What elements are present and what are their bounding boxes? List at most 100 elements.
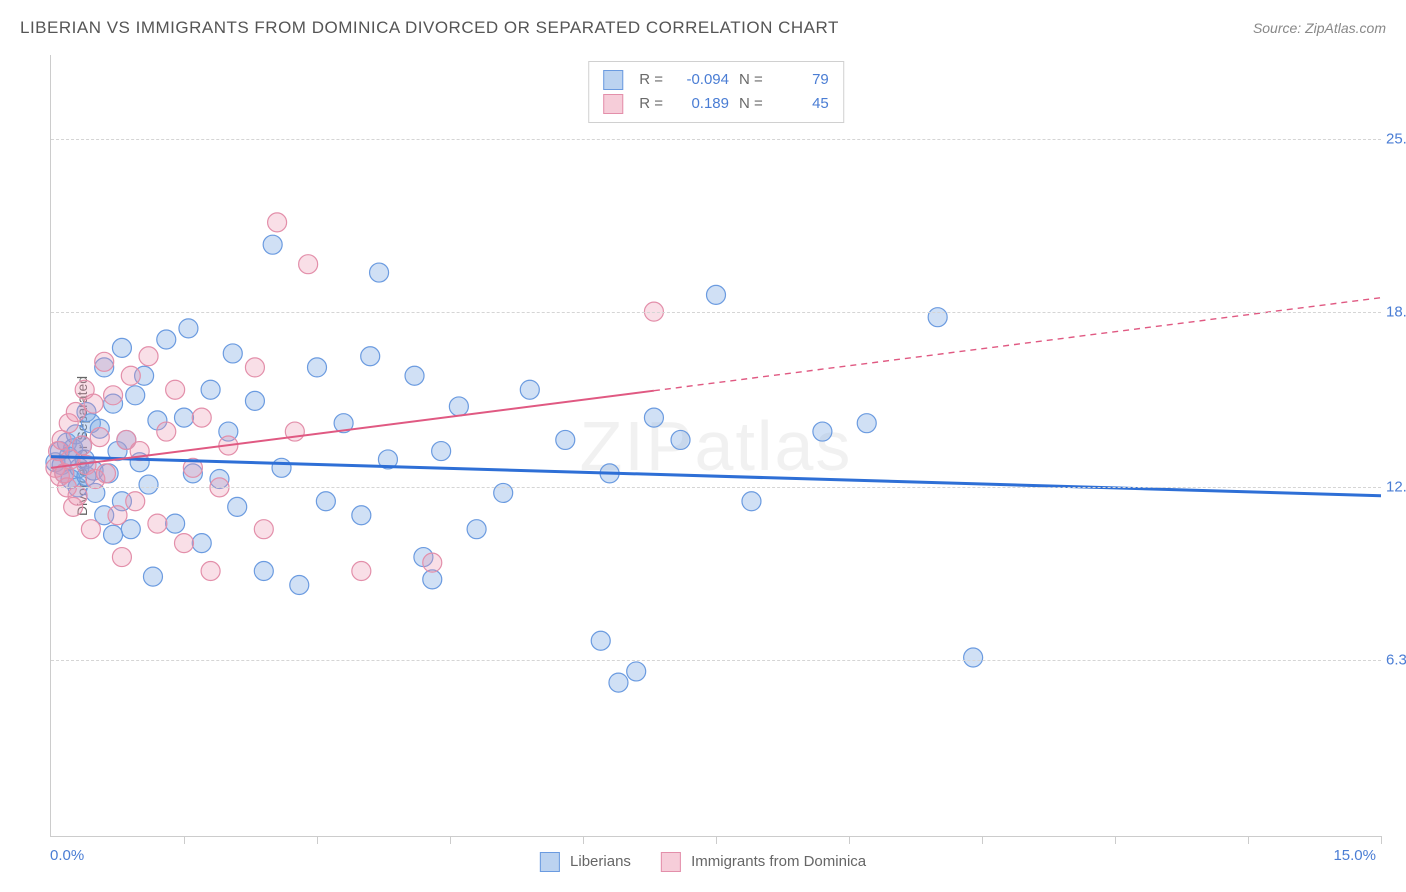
scatter-point-dominica	[254, 520, 273, 539]
scatter-point-dominica	[121, 366, 140, 385]
y-tick-label: 25.0%	[1386, 130, 1406, 147]
scatter-point-liberians	[520, 380, 539, 399]
gridline	[51, 660, 1381, 661]
scatter-point-liberians	[361, 347, 380, 366]
x-tick	[450, 836, 451, 844]
x-tick	[1381, 836, 1382, 844]
scatter-point-dominica	[96, 464, 115, 483]
scatter-point-liberians	[432, 442, 451, 461]
scatter-point-liberians	[644, 408, 663, 427]
scatter-point-liberians	[272, 458, 291, 477]
correlation-legend-row: R = 0.189 N = 45	[603, 92, 829, 116]
scatter-point-liberians	[857, 414, 876, 433]
gridline	[51, 139, 1381, 140]
scatter-point-dominica	[104, 386, 123, 405]
scatter-point-liberians	[671, 430, 690, 449]
legend-swatch-liberians	[603, 70, 623, 90]
scatter-point-liberians	[352, 506, 371, 525]
n-value-liberians: 79	[773, 68, 829, 92]
r-value-dominica: 0.189	[673, 92, 729, 116]
scatter-point-liberians	[316, 492, 335, 511]
scatter-point-dominica	[66, 403, 85, 422]
n-label: N =	[739, 92, 763, 116]
scatter-point-liberians	[290, 575, 309, 594]
x-tick	[849, 836, 850, 844]
scatter-svg	[51, 55, 1381, 836]
x-tick	[583, 836, 584, 844]
scatter-point-dominica	[139, 347, 158, 366]
r-label: R =	[639, 68, 663, 92]
chart-title: LIBERIAN VS IMMIGRANTS FROM DOMINICA DIV…	[20, 18, 839, 38]
y-tick-label: 6.3%	[1386, 652, 1406, 669]
x-axis-min-label: 0.0%	[50, 847, 84, 864]
scatter-point-liberians	[139, 475, 158, 494]
x-tick	[184, 836, 185, 844]
legend-item-dominica: Immigrants from Dominica	[661, 852, 866, 872]
n-value-dominica: 45	[773, 92, 829, 116]
scatter-point-liberians	[928, 308, 947, 327]
scatter-point-liberians	[742, 492, 761, 511]
scatter-point-liberians	[556, 430, 575, 449]
scatter-point-dominica	[95, 352, 114, 371]
chart-source: Source: ZipAtlas.com	[1253, 20, 1386, 36]
legend-label-dominica: Immigrants from Dominica	[691, 853, 866, 870]
scatter-point-liberians	[405, 366, 424, 385]
scatter-point-liberians	[228, 497, 247, 516]
scatter-point-dominica	[268, 213, 287, 232]
scatter-point-liberians	[126, 386, 145, 405]
scatter-point-liberians	[112, 338, 131, 357]
y-tick-label: 12.5%	[1386, 479, 1406, 496]
scatter-point-dominica	[90, 428, 109, 447]
r-value-liberians: -0.094	[673, 68, 729, 92]
legend-swatch-dominica	[603, 94, 623, 114]
scatter-point-liberians	[467, 520, 486, 539]
legend-item-liberians: Liberians	[540, 852, 631, 872]
scatter-point-liberians	[707, 285, 726, 304]
scatter-point-dominica	[112, 548, 131, 567]
scatter-point-liberians	[591, 631, 610, 650]
scatter-point-liberians	[201, 380, 220, 399]
scatter-point-liberians	[449, 397, 468, 416]
scatter-point-liberians	[104, 525, 123, 544]
legend-label-liberians: Liberians	[570, 853, 631, 870]
scatter-point-dominica	[192, 408, 211, 427]
chart-header: LIBERIAN VS IMMIGRANTS FROM DOMINICA DIV…	[20, 18, 1386, 38]
x-tick	[1115, 836, 1116, 844]
scatter-point-dominica	[352, 562, 371, 581]
scatter-point-liberians	[627, 662, 646, 681]
correlation-legend-row: R = -0.094 N = 79	[603, 68, 829, 92]
scatter-point-liberians	[494, 483, 513, 502]
correlation-legend: R = -0.094 N = 79 R = 0.189 N = 45	[588, 61, 844, 123]
scatter-point-liberians	[175, 408, 194, 427]
scatter-point-liberians	[609, 673, 628, 692]
y-tick-label: 18.8%	[1386, 303, 1406, 320]
scatter-point-liberians	[166, 514, 185, 533]
scatter-point-liberians	[179, 319, 198, 338]
plot-area: ZIPatlas R = -0.094 N = 79 R = 0.189 N =…	[50, 55, 1381, 837]
x-axis-max-label: 15.0%	[1333, 847, 1376, 864]
scatter-point-dominica	[81, 520, 100, 539]
scatter-point-dominica	[126, 492, 145, 511]
scatter-point-liberians	[254, 562, 273, 581]
x-tick	[982, 836, 983, 844]
legend-swatch-dominica	[661, 852, 681, 872]
scatter-point-dominica	[157, 422, 176, 441]
scatter-point-dominica	[201, 562, 220, 581]
scatter-point-dominica	[84, 394, 103, 413]
scatter-point-dominica	[299, 255, 318, 274]
trend-line-liberians	[51, 457, 1381, 496]
scatter-point-dominica	[148, 514, 167, 533]
scatter-point-liberians	[143, 567, 162, 586]
scatter-point-liberians	[263, 235, 282, 254]
scatter-point-dominica	[73, 436, 92, 455]
scatter-point-liberians	[245, 391, 264, 410]
x-tick	[716, 836, 717, 844]
series-legend: Liberians Immigrants from Dominica	[540, 852, 866, 872]
legend-swatch-liberians	[540, 852, 560, 872]
gridline	[51, 312, 1381, 313]
scatter-point-liberians	[813, 422, 832, 441]
scatter-point-liberians	[370, 263, 389, 282]
x-tick	[1248, 836, 1249, 844]
n-label: N =	[739, 68, 763, 92]
scatter-point-dominica	[108, 506, 127, 525]
